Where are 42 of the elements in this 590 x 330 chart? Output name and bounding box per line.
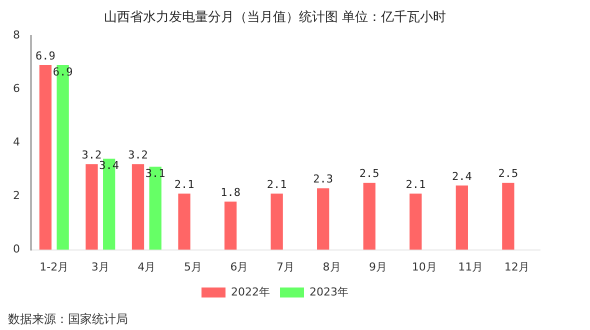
data-label: 2.1: [266, 178, 287, 191]
x-tick-label: 5月: [184, 260, 202, 274]
bar: [363, 182, 376, 250]
x-tick-label: 9月: [369, 260, 388, 274]
y-tick-label: 4: [13, 136, 20, 149]
bar: [317, 188, 330, 250]
source-note: 数据来源：国家统计局: [8, 312, 128, 326]
data-label: 1.8: [220, 186, 240, 199]
data-label: 2.4: [452, 170, 472, 183]
data-label: 6.9: [36, 49, 56, 62]
x-tick-label: 7月: [276, 260, 294, 274]
bar: [132, 164, 144, 250]
data-label: 2.3: [313, 172, 334, 186]
y-tick-label: 6: [13, 82, 20, 96]
data-label: 3.2: [82, 148, 102, 162]
bar: [410, 194, 422, 250]
data-label: 2.1: [174, 178, 194, 191]
x-tick-label: 3月: [91, 260, 110, 274]
data-label: 2.1: [406, 178, 426, 191]
legend-label: 2023年: [310, 285, 348, 298]
chart-title: 山西省水力发电量分月（当月值）统计图 单位：亿千瓦小时: [104, 10, 446, 26]
x-tick-label: 8月: [322, 260, 341, 274]
x-tick-label: 4月: [138, 260, 156, 274]
x-tick-label: 1-2月: [40, 260, 69, 274]
y-tick-label: 0: [13, 242, 20, 256]
y-tick-label: 8: [13, 28, 20, 42]
bar: [39, 65, 52, 250]
x-tick-label: 12月: [504, 260, 530, 274]
x-tick-label: 6月: [230, 260, 248, 274]
legend-label: 2022年: [231, 285, 270, 298]
x-tick-label: 11月: [458, 260, 484, 274]
data-label: 2.5: [498, 167, 518, 180]
x-tick-label: 10月: [412, 260, 437, 274]
bar: [270, 194, 283, 250]
bar: [178, 194, 190, 250]
data-label: 2.5: [359, 167, 380, 180]
y-tick-label: 2: [13, 189, 20, 202]
bar: [502, 182, 514, 250]
data-label: 3.2: [128, 148, 148, 162]
bar: [86, 164, 98, 250]
bar: [456, 186, 468, 250]
bar: [224, 202, 237, 250]
